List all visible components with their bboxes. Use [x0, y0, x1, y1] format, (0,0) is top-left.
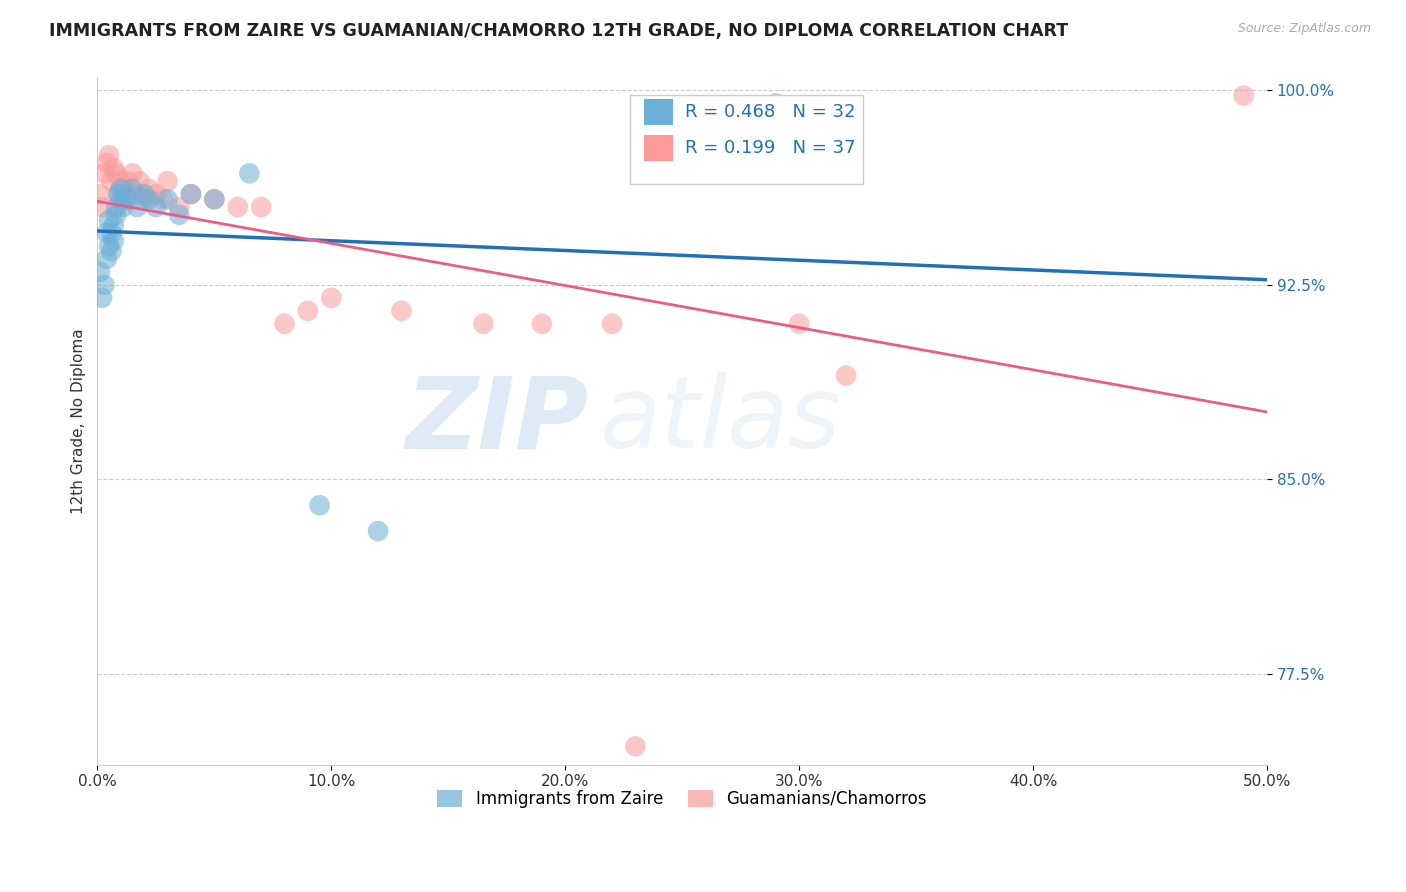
Point	[127, 200, 149, 214]
Text: R = 0.199   N = 37: R = 0.199 N = 37	[685, 139, 855, 157]
FancyBboxPatch shape	[630, 95, 863, 184]
Point	[226, 200, 249, 214]
Point	[89, 187, 111, 202]
Point	[107, 187, 129, 202]
Text: Source: ZipAtlas.com: Source: ZipAtlas.com	[1237, 22, 1371, 36]
Point	[103, 218, 125, 232]
Point	[100, 244, 122, 259]
Point	[472, 317, 495, 331]
Point	[624, 739, 647, 754]
Point	[145, 200, 167, 214]
Point	[167, 208, 190, 222]
Point	[107, 187, 129, 202]
Point	[297, 303, 319, 318]
Point	[103, 234, 125, 248]
Text: atlas: atlas	[600, 373, 842, 469]
Text: ZIP: ZIP	[405, 373, 589, 469]
Point	[134, 192, 156, 206]
Point	[134, 187, 156, 202]
Point	[156, 174, 179, 188]
Point	[152, 192, 174, 206]
Point	[202, 192, 225, 206]
Point	[96, 252, 118, 266]
Point	[128, 174, 150, 188]
Point	[112, 200, 135, 214]
Point	[530, 317, 553, 331]
Point	[367, 524, 389, 538]
Point	[105, 200, 128, 214]
Point	[112, 182, 135, 196]
Point	[91, 291, 114, 305]
Point	[600, 317, 623, 331]
Point	[91, 200, 114, 214]
Point	[308, 498, 330, 512]
Point	[121, 166, 143, 180]
Point	[321, 291, 343, 305]
Point	[180, 187, 202, 202]
Point	[110, 192, 132, 206]
Point	[273, 317, 295, 331]
Point	[105, 208, 128, 222]
Point	[167, 200, 190, 214]
Point	[117, 192, 139, 206]
Point	[765, 96, 787, 111]
Point	[103, 161, 125, 176]
Point	[787, 317, 810, 331]
Point	[114, 192, 136, 206]
Point	[156, 192, 179, 206]
Point	[89, 265, 111, 279]
Point	[98, 239, 121, 253]
Text: R = 0.468   N = 32: R = 0.468 N = 32	[685, 103, 855, 120]
Point	[835, 368, 858, 383]
Point	[98, 148, 121, 162]
Point	[117, 174, 139, 188]
Point	[105, 166, 128, 180]
Point	[98, 213, 121, 227]
Point	[180, 187, 202, 202]
Point	[127, 187, 149, 202]
Point	[250, 200, 273, 214]
Point	[93, 277, 115, 292]
Point	[93, 166, 115, 180]
Y-axis label: 12th Grade, No Diploma: 12th Grade, No Diploma	[72, 328, 86, 514]
Text: IMMIGRANTS FROM ZAIRE VS GUAMANIAN/CHAMORRO 12TH GRADE, NO DIPLOMA CORRELATION C: IMMIGRANTS FROM ZAIRE VS GUAMANIAN/CHAMO…	[49, 22, 1069, 40]
Point	[100, 226, 122, 240]
Point	[138, 182, 160, 196]
Point	[110, 182, 132, 196]
Point	[121, 182, 143, 196]
Point	[238, 166, 260, 180]
FancyBboxPatch shape	[644, 99, 673, 125]
Point	[96, 226, 118, 240]
Point	[145, 187, 167, 202]
FancyBboxPatch shape	[644, 136, 673, 161]
Point	[110, 174, 132, 188]
Point	[114, 187, 136, 202]
Point	[138, 192, 160, 206]
Point	[202, 192, 225, 206]
Point	[100, 174, 122, 188]
Point	[96, 156, 118, 170]
Legend: Immigrants from Zaire, Guamanians/Chamorros: Immigrants from Zaire, Guamanians/Chamor…	[430, 783, 934, 814]
Point	[1233, 88, 1256, 103]
Point	[391, 303, 413, 318]
